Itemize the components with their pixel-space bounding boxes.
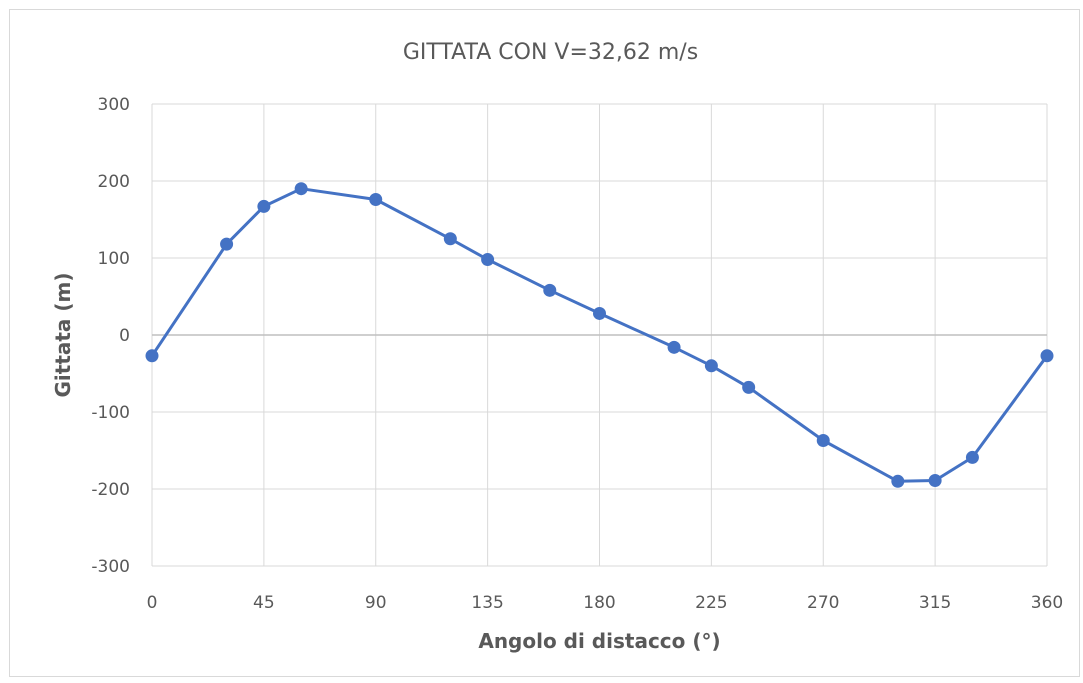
y-tick-label: 0 bbox=[119, 326, 130, 346]
data-point bbox=[667, 340, 681, 354]
x-tick-label: 90 bbox=[365, 593, 387, 613]
series-group bbox=[145, 182, 1054, 488]
data-point bbox=[257, 199, 271, 213]
data-point bbox=[543, 283, 557, 297]
x-tick-label: 360 bbox=[1031, 593, 1063, 613]
data-point bbox=[891, 474, 905, 488]
y-tick-label: 100 bbox=[98, 249, 130, 269]
x-tick-label: 45 bbox=[253, 593, 275, 613]
data-point bbox=[443, 232, 457, 246]
chart-title: GITTATA CON V=32,62 m/s bbox=[402, 40, 699, 65]
x-tick-label: 270 bbox=[807, 593, 839, 613]
data-point bbox=[369, 192, 383, 206]
horizontal-gridlines bbox=[152, 103, 1047, 567]
data-point bbox=[220, 237, 234, 251]
data-point bbox=[965, 450, 979, 464]
data-point bbox=[294, 182, 308, 196]
data-point bbox=[145, 349, 159, 363]
x-tick-labels: 0 45 90 135 180 225 270 315 360 bbox=[147, 593, 1064, 613]
y-axis-title: Gittata (m) bbox=[51, 272, 75, 397]
x-axis-title: Angolo di distacco (°) bbox=[478, 629, 720, 653]
y-tick-label: 300 bbox=[98, 95, 130, 115]
data-point bbox=[704, 359, 718, 373]
y-tick-label: -200 bbox=[91, 480, 130, 500]
x-tick-label: 180 bbox=[583, 593, 615, 613]
data-point bbox=[481, 253, 495, 267]
data-point bbox=[1040, 349, 1054, 363]
y-tick-labels: -300 -200 -100 0 100 200 300 bbox=[91, 95, 130, 577]
y-tick-label: 200 bbox=[98, 172, 130, 192]
x-tick-label: 225 bbox=[695, 593, 727, 613]
y-tick-label: -100 bbox=[91, 403, 130, 423]
x-tick-label: 315 bbox=[919, 593, 951, 613]
data-point bbox=[816, 433, 830, 447]
data-point bbox=[742, 380, 756, 394]
data-point bbox=[593, 306, 606, 320]
data-point bbox=[928, 474, 942, 488]
y-tick-label: -300 bbox=[91, 557, 130, 577]
x-tick-label: 135 bbox=[471, 593, 503, 613]
x-tick-label: 0 bbox=[147, 593, 158, 613]
